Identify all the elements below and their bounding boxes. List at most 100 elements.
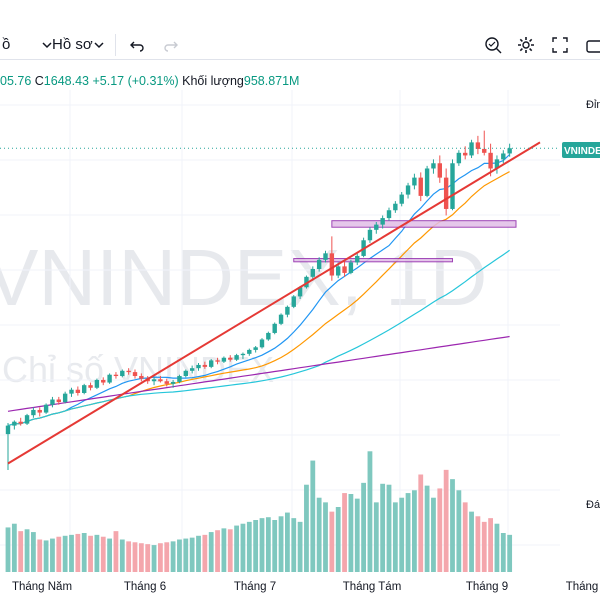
volume-bar xyxy=(380,483,386,572)
volume-bar xyxy=(335,507,341,572)
candle-body xyxy=(88,385,93,388)
volume-bar xyxy=(462,502,468,572)
volume-bar xyxy=(113,531,119,572)
candle-body xyxy=(393,203,398,211)
x-tick-label: Tháng xyxy=(566,581,599,593)
volume-bar xyxy=(94,534,100,572)
chevron-down-icon[interactable] xyxy=(36,34,58,56)
volume-bar xyxy=(215,530,220,572)
volume-bar xyxy=(297,521,303,572)
undo-icon[interactable] xyxy=(126,34,148,56)
candle-body xyxy=(132,372,138,377)
support-zones[interactable] xyxy=(293,220,517,263)
volume-bar xyxy=(354,498,360,572)
candle-body xyxy=(482,148,487,153)
volume-bar xyxy=(386,484,392,572)
volume-bar xyxy=(189,537,195,572)
volume-bar xyxy=(24,529,30,572)
candle-body xyxy=(50,399,55,405)
candle-body xyxy=(240,353,246,356)
volume-bar xyxy=(361,482,366,572)
open-value: 05.76 xyxy=(0,74,32,88)
interval-selector[interactable]: ồ xyxy=(2,36,10,53)
price-axis-top-label: Đỉn xyxy=(586,99,600,111)
candle-body xyxy=(278,314,284,324)
quick-search-icon[interactable] xyxy=(482,34,504,56)
volume-bar xyxy=(278,516,284,572)
candle-body xyxy=(113,374,119,377)
candle-body xyxy=(196,364,201,369)
candle-body xyxy=(399,194,404,204)
volume-bar xyxy=(373,502,379,572)
volume-bar xyxy=(119,539,125,572)
redo-icon[interactable] xyxy=(160,34,182,56)
volume-bar xyxy=(183,538,189,572)
candle-body xyxy=(82,385,87,393)
candle-body xyxy=(12,421,17,426)
candle-body xyxy=(469,142,474,156)
volume-bar xyxy=(18,531,24,572)
volume-bar xyxy=(88,535,93,572)
trendline[interactable] xyxy=(7,141,541,465)
ma-fast-line xyxy=(7,154,511,427)
support-zone-upper xyxy=(331,220,517,228)
volume-bar xyxy=(412,490,417,572)
candle-body xyxy=(183,370,188,377)
candle-body xyxy=(266,332,271,340)
volume-bar xyxy=(481,521,487,572)
candle-body xyxy=(342,266,347,273)
volume-bar xyxy=(145,544,151,572)
volume-bar xyxy=(158,543,163,572)
volume-bar xyxy=(164,542,170,572)
candle-body xyxy=(380,218,385,225)
candle-body xyxy=(304,276,309,288)
volume-bar xyxy=(138,543,144,572)
volume-bar xyxy=(221,528,227,572)
moving-averages xyxy=(7,154,511,427)
chevron-down-icon[interactable] xyxy=(88,34,110,56)
ohlc-legend: 05.76 C1648.43 +5.17 (+0.31%) Khối lượng… xyxy=(0,74,299,88)
candle-body xyxy=(56,399,61,403)
candle-body xyxy=(101,379,106,383)
candle-body xyxy=(405,185,411,195)
candle-body xyxy=(43,404,49,413)
volume-bar xyxy=(208,532,214,572)
fullscreen-icon[interactable] xyxy=(549,34,571,56)
volume-bar xyxy=(342,493,347,572)
candle-body xyxy=(62,393,68,403)
volume-bar xyxy=(227,529,233,572)
volume-bars xyxy=(5,451,513,572)
profile-button[interactable]: Hồ sơ xyxy=(52,36,93,53)
volume-bar xyxy=(62,535,68,572)
volume-bar xyxy=(81,533,87,572)
close-value: 1648.43 xyxy=(43,74,89,88)
candle-body xyxy=(367,229,373,241)
price-chart[interactable]: VNINDEX, 1D Chỉ số VNINDEX Tháng Năm Thán… xyxy=(0,60,600,600)
candle-body xyxy=(323,253,328,260)
volume-bar xyxy=(246,521,252,572)
volume-bar xyxy=(11,523,17,572)
volume-bar xyxy=(126,541,132,572)
ma-long-line xyxy=(7,335,510,412)
gridlines xyxy=(0,90,560,572)
volume-bar xyxy=(265,517,271,572)
candle-body xyxy=(253,347,258,350)
candle-body xyxy=(386,210,392,219)
volume-bar xyxy=(177,539,182,572)
symbol-price-tag xyxy=(562,142,600,158)
camera-icon[interactable] xyxy=(584,34,600,56)
candle-body xyxy=(164,381,169,384)
candle-body xyxy=(170,381,176,384)
volume-bar xyxy=(291,518,297,572)
volume-bar xyxy=(151,545,157,572)
volume-bar xyxy=(310,460,316,572)
volume-bar xyxy=(399,497,405,572)
gear-icon[interactable] xyxy=(515,34,537,56)
candle-body xyxy=(177,376,182,382)
volume-bar xyxy=(272,520,278,572)
candle-body xyxy=(431,163,436,169)
candle-body xyxy=(456,152,462,164)
ma-slow-line xyxy=(7,249,510,427)
volume-bar xyxy=(431,497,436,572)
candle-body xyxy=(189,368,195,371)
